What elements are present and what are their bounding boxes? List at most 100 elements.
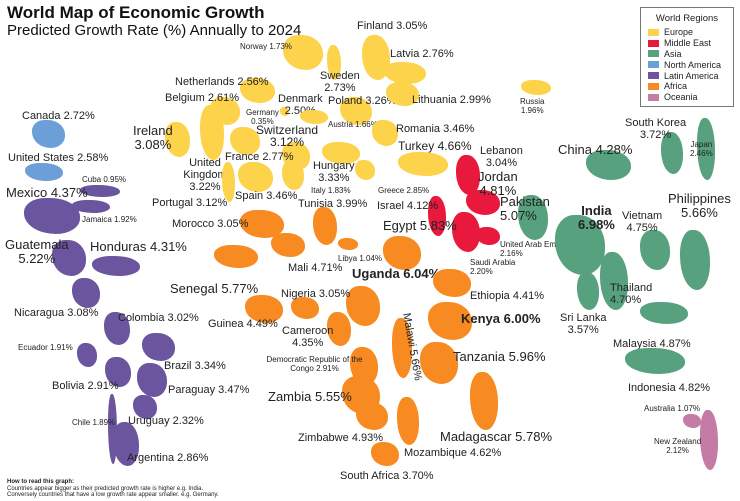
legend-swatch — [648, 50, 659, 58]
country-shape-pakistan — [518, 195, 548, 240]
country-label-russia: Russia 1.96% — [520, 97, 544, 115]
country-name: Mexico — [6, 185, 48, 200]
growth-rate: 5.78% — [515, 429, 553, 444]
country-name: Ecuador — [18, 343, 48, 352]
country-shape-uruguay — [133, 395, 157, 419]
country-label-romania: Romania 3.46% — [396, 123, 474, 135]
country-label-united-states: United States 2.58% — [8, 152, 108, 164]
legend-title: World Regions — [655, 13, 719, 24]
growth-rate: 3.34% — [194, 360, 226, 372]
country-shape-jamaica — [72, 200, 110, 213]
growth-rate: 2.16% — [500, 249, 523, 258]
legend-swatch — [648, 39, 659, 47]
growth-rate: 2.20% — [470, 267, 493, 276]
growth-rate: 4.93% — [351, 432, 384, 444]
country-shape-mozambique — [397, 397, 419, 445]
growth-rate: 0.35% — [251, 117, 274, 126]
country-shape-new-zealand — [700, 410, 718, 470]
growth-rate: 2.61% — [207, 92, 240, 104]
country-label-sri-lanka: Sri Lanka 3.57% — [560, 312, 606, 336]
country-label-australia: Australia 1.07% — [644, 404, 700, 413]
country-shape-paraguay — [137, 363, 167, 397]
growth-rate: 0.95% — [103, 175, 127, 184]
country-label-lithuania: Lithuania 2.99% — [412, 94, 491, 106]
country-label-israel: Israel 4.12% — [377, 200, 438, 212]
country-shape-australia — [683, 414, 701, 428]
country-shape-saudi-arabia — [452, 212, 480, 252]
country-shape-israel — [428, 196, 446, 236]
country-label-china: China 4.28% — [558, 143, 632, 157]
country-label-brazil: Brazil 3.34% — [164, 360, 226, 372]
country-name: Cuba — [82, 175, 102, 184]
growth-rate: 3.12% — [270, 135, 305, 149]
country-name: China — [558, 142, 592, 157]
growth-rate: 3.47% — [218, 384, 250, 396]
country-label-guatemala: Guatemala 5.22% — [5, 238, 69, 266]
country-name: Ireland — [133, 123, 173, 138]
growth-rate: 2.99% — [459, 94, 491, 106]
country-shape-thailand — [600, 252, 628, 310]
country-name: Japan — [690, 140, 713, 149]
country-label-india: India 6.98% — [578, 204, 615, 232]
country-name: New Zealand — [654, 437, 702, 446]
growth-rate: 4.81% — [479, 183, 517, 198]
legend-items: Europe Middle East Asia North America Latin … — [641, 27, 733, 103]
country-shape-sri-lanka — [577, 272, 599, 310]
country-shape-portugal — [222, 162, 235, 202]
country-name: Madagascar — [440, 429, 512, 444]
country-name: South Korea — [625, 117, 687, 129]
country-shape-france — [230, 127, 260, 155]
country-label-malaysia: Malaysia 4.87% — [613, 338, 691, 350]
growth-rate: 4.35% — [292, 337, 324, 349]
growth-rate: 2.86% — [177, 452, 209, 464]
country-shape-nicaragua — [72, 278, 100, 308]
country-label-thailand: Thailand 4.70% — [610, 282, 652, 306]
legend-swatch — [648, 82, 659, 90]
country-shape-argentina — [113, 422, 139, 466]
country-name: Mali — [288, 262, 309, 274]
country-label-turkey: Turkey 4.66% — [398, 140, 472, 152]
country-label-egypt: Egypt 5.83% — [383, 219, 457, 233]
country-name: Australia — [644, 404, 676, 413]
country-label-tunisia: Tunisia 3.99% — [298, 198, 367, 210]
country-shape-norway — [283, 35, 323, 70]
country-shape-india — [555, 215, 605, 275]
legend-item: Latin America — [641, 70, 733, 81]
country-name: Uruguay — [128, 415, 170, 427]
legend-swatch — [648, 61, 659, 69]
country-label-spain: Spain 3.46% — [235, 190, 297, 202]
country-label-portugal: Portugal 3.12% — [152, 197, 227, 209]
country-name: Malaysia — [613, 338, 657, 350]
map-title: World Map of Economic Growth — [7, 3, 265, 22]
country-label-hungary: Hungary 3.33% — [313, 160, 355, 184]
country-label-south-africa: South Africa 3.70% — [340, 470, 434, 482]
growth-rate: 1.91% — [50, 343, 73, 352]
growth-rate: 4.41% — [512, 290, 545, 302]
country-shape-ethiopia — [433, 269, 471, 297]
country-label-zimbabwe: Zimbabwe 4.93% — [298, 432, 383, 444]
country-label-ethiopia: Ethiopia 4.41% — [470, 290, 544, 302]
country-label-jordan: Jordan 4.81% — [478, 170, 518, 198]
country-label-mozambique: Mozambique 4.62% — [404, 447, 501, 459]
growth-rate: 5.83% — [419, 218, 457, 233]
country-name: South Africa — [340, 470, 400, 482]
legend-swatch — [648, 72, 659, 80]
country-label-indonesia: Indonesia 4.82% — [628, 382, 710, 394]
growth-rate: 2.46% — [690, 149, 713, 158]
country-shape-united-states — [25, 163, 63, 181]
country-name: United Kingdom — [183, 157, 227, 181]
country-label-lebanon: Lebanon 3.04% — [480, 145, 523, 169]
growth-rate: 4.87% — [659, 338, 691, 350]
country-label-sweden: Sweden 2.73% — [320, 70, 360, 94]
country-name: Jordan — [478, 169, 518, 184]
country-shape-cuba — [80, 185, 120, 197]
country-shape-jordan — [466, 190, 500, 215]
country-shape-united-arab-emirates — [476, 227, 500, 245]
country-name: Belgium — [165, 92, 205, 104]
country-shape-south-africa — [371, 442, 399, 466]
footnote: How to read this graph: Countries appear… — [7, 479, 219, 499]
growth-rate: 3.08% — [134, 137, 172, 152]
country-name: Jamaica — [82, 215, 112, 224]
country-name: Turkey — [398, 139, 435, 153]
country-name: Greece — [378, 186, 405, 195]
